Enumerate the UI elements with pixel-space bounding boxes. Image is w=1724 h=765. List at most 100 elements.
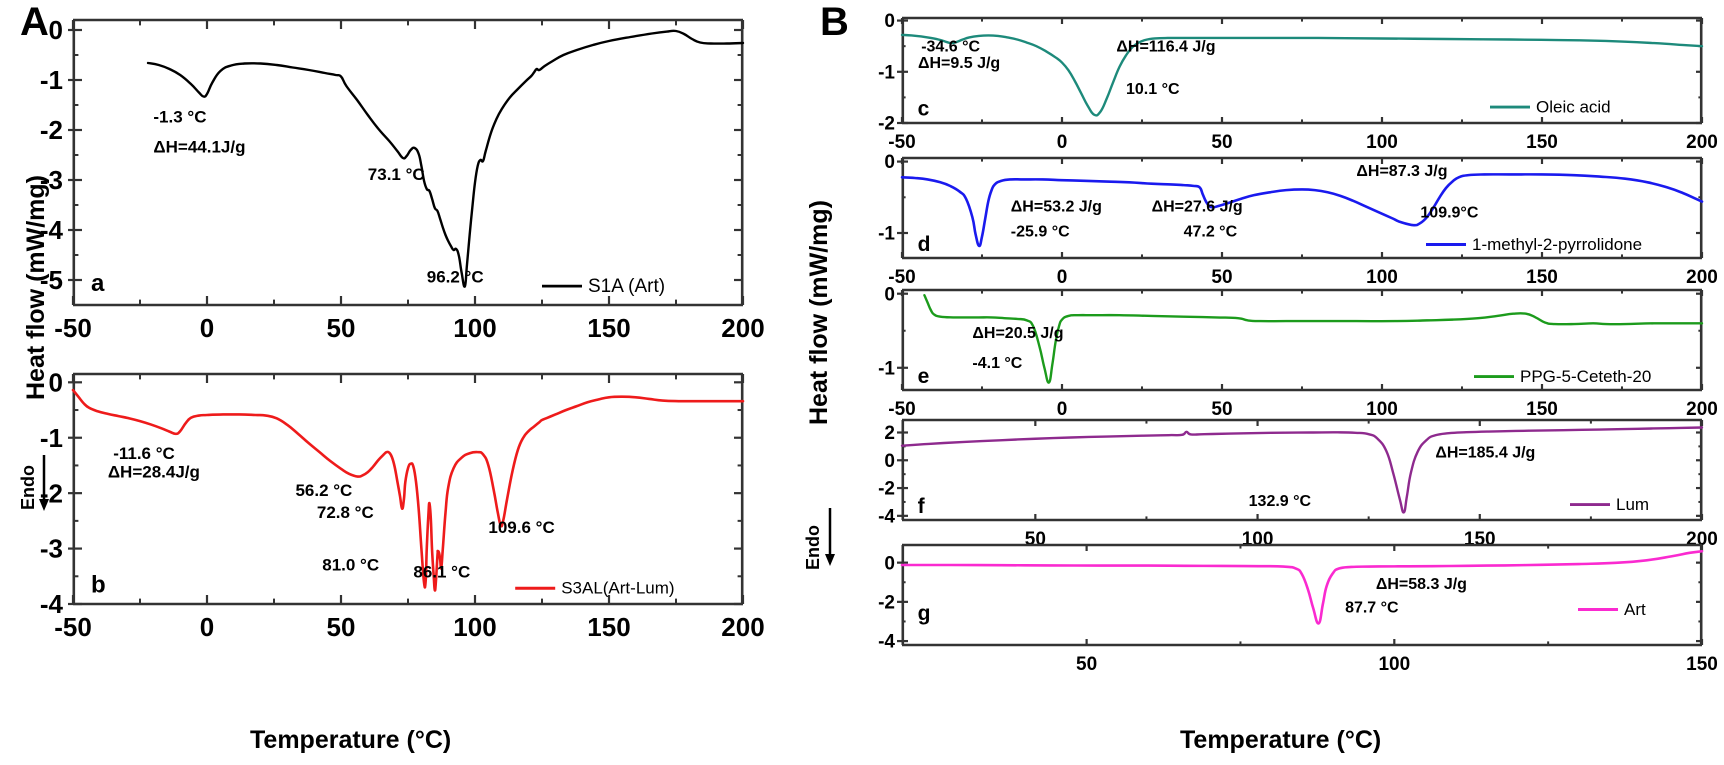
subplot-e: -50 0 50 100 150 200 0 -1 ΔH=20.5 J/g -4.1 °C e PPG… bbox=[878, 284, 1718, 420]
legend-d: 1-methyl-2-pyrrolidone bbox=[1426, 235, 1642, 254]
annotation-label: -25.9 °C bbox=[1011, 224, 1070, 241]
annotation-label: 87.7 °C bbox=[1345, 600, 1399, 617]
x-tick-label: 50 bbox=[1211, 132, 1232, 153]
y-tick-label: 0 bbox=[884, 451, 895, 472]
x-tick-label: 200 bbox=[1686, 399, 1718, 420]
chart-e: -50 0 50 100 150 200 0 -1 ΔH=20.5 J/g -4.1 °C e PPG… bbox=[878, 284, 1718, 420]
legend-c: Oleic acid bbox=[1490, 98, 1611, 117]
annotation-label: 96.2 °C bbox=[427, 268, 484, 287]
legend-g: Art bbox=[1578, 600, 1646, 619]
data-curve-c bbox=[900, 33, 1704, 117]
y-tick-label: 0 bbox=[49, 367, 63, 397]
x-tick-label: 150 bbox=[1526, 132, 1558, 153]
subplot-letter-f: f bbox=[918, 495, 926, 518]
y-tick-label: -4 bbox=[878, 632, 895, 653]
x-tick-label: 50 bbox=[1211, 399, 1232, 420]
chart-b: -50 0 50 100 150 200 0 -1 -2 -3 -4 -11.6 °CΔH=28.4J… bbox=[40, 367, 765, 642]
x-tick-label: 100 bbox=[1366, 132, 1398, 153]
annotation-label: 86.1 °C bbox=[413, 562, 470, 581]
annotation-label: ΔH=116.4 J/g bbox=[1116, 38, 1215, 55]
y-tick-label: -2 bbox=[40, 478, 63, 508]
subplot-letter-e: e bbox=[918, 365, 930, 388]
annotation-label: 132.9 °C bbox=[1249, 493, 1312, 510]
x-tick-label: 200 bbox=[1686, 132, 1718, 153]
data-curve-b bbox=[71, 388, 745, 592]
y-tick-label: -4 bbox=[40, 589, 64, 619]
x-tick-label: 0 bbox=[1057, 399, 1068, 420]
x-tick-label: 50 bbox=[1211, 267, 1232, 288]
panel-letter-B: B bbox=[820, 0, 849, 44]
data-curve-f bbox=[900, 426, 1704, 514]
data-curve-a bbox=[146, 29, 745, 288]
data-curve-g bbox=[900, 549, 1704, 625]
annotation-label: ΔH=44.1J/g bbox=[153, 138, 245, 157]
subplot-d: -50 0 50 100 150 200 0 -1 ΔH=53.2 J/g -25.9 °C ΔH=… bbox=[878, 152, 1718, 288]
legend-label: PPG-5-Ceteth-20 bbox=[1520, 367, 1651, 386]
annotation-label: -1.3 °C bbox=[153, 108, 206, 127]
y-tick-label: 0 bbox=[884, 152, 895, 173]
annotation-label: ΔH=58.3 J/g bbox=[1376, 576, 1467, 593]
data-curve-e bbox=[923, 293, 1704, 384]
x-tick-label: -50 bbox=[54, 313, 92, 343]
subplot-c: -50 0 50 100 150 200 0 -1 -2 -34.6 °C ΔH=9.5 J/g ΔH… bbox=[878, 11, 1718, 153]
annotation-label: 56.2 °C bbox=[295, 481, 352, 500]
y-tick-label: -2 bbox=[878, 593, 895, 614]
annotation-label: 47.2 °C bbox=[1184, 224, 1238, 241]
x-tick-label: 0 bbox=[200, 313, 214, 343]
legend-b: S3AL(Art-Lum) bbox=[515, 579, 675, 598]
x-tick-label: -50 bbox=[888, 267, 915, 288]
plot-frame-b bbox=[72, 372, 744, 606]
subplot-g: 50 100 150 0 -2 -4 ΔH=58.3 J/g 87.7 °C g Art bbox=[878, 543, 1718, 675]
subplot-letter-c: c bbox=[918, 98, 930, 121]
annotation-label: 81.0 °C bbox=[322, 556, 379, 575]
annotation-label: 72.8 °C bbox=[317, 503, 374, 522]
chart-c: -50 0 50 100 150 200 0 -1 -2 -34.6 °CΔH=9.5 J/g ΔH… bbox=[878, 11, 1718, 153]
y-tick-label: 2 bbox=[884, 423, 895, 444]
plot-frame-a bbox=[72, 18, 744, 307]
subplot-letter-b: b bbox=[91, 572, 106, 599]
legend-label: Lum bbox=[1616, 495, 1649, 514]
annotation-label: ΔH=53.2 J/g bbox=[1011, 199, 1102, 216]
x-tick-label: 100 bbox=[453, 612, 496, 642]
legend-e: PPG-5-Ceteth-20 bbox=[1474, 367, 1651, 386]
y-tick-label: -1 bbox=[878, 224, 895, 245]
panel-letter-A: A bbox=[20, 0, 49, 44]
y-tick-label: -1 bbox=[878, 62, 895, 83]
y-tick-label: -2 bbox=[40, 115, 63, 145]
y-tick-label: -1 bbox=[40, 65, 63, 95]
panel-b-x-axis-title: Temperature (°C) bbox=[1180, 726, 1382, 754]
y-tick-label: -4 bbox=[40, 215, 64, 245]
x-tick-label: -50 bbox=[888, 399, 915, 420]
annotation-label: -4.1 °C bbox=[972, 355, 1022, 372]
x-tick-label: 150 bbox=[1526, 267, 1558, 288]
annotation-label: ΔH=27.6 J/g bbox=[1152, 199, 1243, 216]
legend-label: S1A (Art) bbox=[588, 276, 665, 297]
legend-label: Art bbox=[1624, 600, 1646, 619]
y-tick-label: -2 bbox=[878, 114, 895, 135]
x-tick-label: 150 bbox=[1526, 399, 1558, 420]
data-curve-d bbox=[900, 173, 1704, 248]
y-tick-label: -3 bbox=[40, 165, 63, 195]
y-tick-label: -3 bbox=[40, 534, 63, 564]
x-tick-label: -50 bbox=[888, 132, 915, 153]
subplot-letter-d: d bbox=[918, 233, 931, 256]
x-tick-label: 150 bbox=[587, 612, 630, 642]
subplot-b: -50 0 50 100 150 200 0 -1 -2 -3 -4 -11.6 °C ΔH=28.4J… bbox=[40, 367, 765, 642]
x-tick-label: 100 bbox=[1378, 654, 1410, 675]
x-tick-label: 50 bbox=[327, 313, 356, 343]
annotation-label: 73.1 °C bbox=[368, 165, 425, 184]
legend-label: 1-methyl-2-pyrrolidone bbox=[1472, 235, 1642, 254]
annotation-label: -34.6 °C bbox=[921, 38, 980, 55]
x-tick-label: 150 bbox=[587, 313, 630, 343]
legend-label: Oleic acid bbox=[1536, 98, 1611, 117]
x-tick-label: 100 bbox=[1366, 267, 1398, 288]
y-tick-label: 0 bbox=[49, 15, 63, 45]
x-tick-label: 0 bbox=[1057, 267, 1068, 288]
x-tick-label: 100 bbox=[1366, 399, 1398, 420]
x-tick-label: 200 bbox=[1686, 267, 1718, 288]
annotation-label: ΔH=28.4J/g bbox=[108, 463, 200, 482]
chart-g: 50 100 150 0 -2 -4 ΔH=58.3 J/g 87.7 °C g Art bbox=[878, 543, 1718, 675]
plot-frame-g bbox=[901, 543, 1703, 647]
